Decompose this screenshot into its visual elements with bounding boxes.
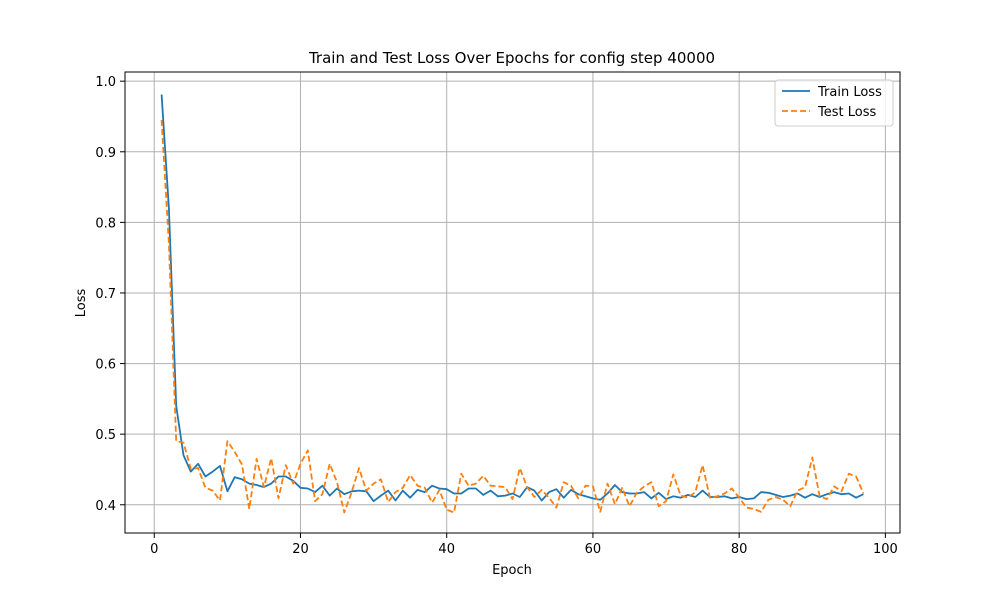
series-line-test-loss — [160, 119, 865, 514]
legend: Train Loss Test Loss — [774, 79, 894, 127]
y-tick-label: 0.5 — [95, 428, 116, 443]
y-axis-label: Loss — [74, 289, 89, 318]
y-axis: 0.4 0.5 0.6 0.7 0.8 0.9 1.0 — [95, 75, 125, 514]
x-axis: 0 20 40 60 80 100 — [150, 533, 898, 557]
series-line-train-loss — [160, 94, 864, 503]
x-tick-label: 40 — [438, 542, 455, 557]
grid-lines — [125, 72, 900, 533]
legend-label-train-loss: Train Loss — [817, 85, 882, 100]
x-tick-label: 20 — [292, 542, 309, 557]
y-tick-label: 0.8 — [95, 216, 116, 231]
y-tick-label: 1.0 — [95, 75, 116, 90]
y-tick-label: 0.4 — [95, 499, 116, 514]
chart-title: Train and Test Loss Over Epochs for conf… — [308, 49, 715, 67]
x-tick-label: 0 — [150, 542, 158, 557]
x-tick-label: 100 — [873, 542, 898, 557]
y-tick-label: 0.9 — [95, 146, 116, 161]
y-tick-label: 0.7 — [95, 287, 116, 302]
series-layer — [160, 94, 865, 514]
x-tick-label: 80 — [731, 542, 748, 557]
x-axis-label: Epoch — [492, 563, 532, 578]
x-tick-label: 60 — [585, 542, 602, 557]
plot-area-frame — [124, 71, 901, 534]
y-tick-label: 0.6 — [95, 358, 116, 373]
legend-label-test-loss: Test Loss — [817, 105, 876, 120]
